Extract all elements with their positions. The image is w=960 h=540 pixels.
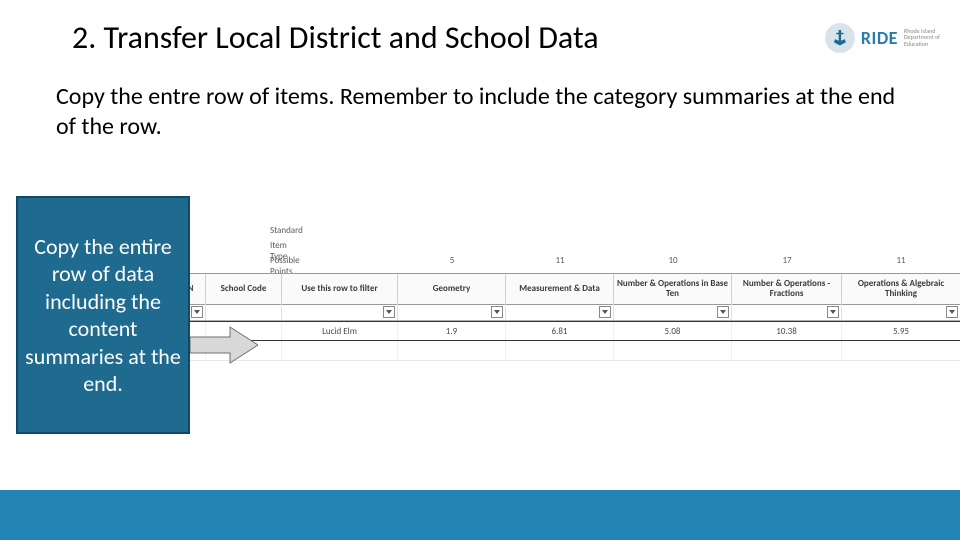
filter-cell xyxy=(398,303,506,320)
filter-cell xyxy=(614,303,732,320)
anchor-icon xyxy=(834,30,846,46)
header-filter: Use this row to filter xyxy=(282,274,398,304)
header-base-ten: Number & Operations in Base Ten xyxy=(614,274,732,304)
filter-cell xyxy=(842,303,960,320)
ride-logo: RIDE Rhode Island Department of Educatio… xyxy=(825,23,940,53)
filter-cell xyxy=(506,303,614,320)
header-school-code: School Code xyxy=(206,274,282,304)
cell xyxy=(398,341,506,360)
spreadsheet-screenshot: Standard Item Type Possible Points 5 11 … xyxy=(176,225,960,375)
cell xyxy=(614,341,732,360)
dropdown-icon[interactable] xyxy=(191,306,203,318)
page-title: 2. Transfer Local District and School Da… xyxy=(72,18,599,57)
meta-label-standard: Standard xyxy=(176,225,304,240)
callout-arrow-icon xyxy=(190,325,258,365)
cell-value: 5.95 xyxy=(842,322,960,340)
header-measurement: Measurement & Data xyxy=(506,274,614,304)
cell-value: 5.08 xyxy=(614,322,732,340)
dropdown-icon[interactable] xyxy=(383,306,395,318)
ride-logo-subtitle: Rhode Island Department of Education xyxy=(904,28,940,48)
dropdown-icon[interactable] xyxy=(717,306,729,318)
cell-value: 10.38 xyxy=(732,322,842,340)
slide-header: 2. Transfer Local District and School Da… xyxy=(72,18,940,57)
points-geometry: 5 xyxy=(398,255,506,270)
cell-school-name: Lucid Elm xyxy=(282,322,398,340)
meta-label-item-type: Item Type xyxy=(176,240,304,255)
filter-cell xyxy=(732,303,842,320)
points-algebraic: 11 xyxy=(842,255,960,270)
points-measurement: 11 xyxy=(506,255,614,270)
dropdown-icon[interactable] xyxy=(946,306,958,318)
column-headers: N School Code Use this row to filter Geo… xyxy=(176,273,960,305)
instructions-text: Copy the entre row of items. Remember to… xyxy=(56,82,900,142)
points-base-ten: 10 xyxy=(614,255,732,270)
cell xyxy=(506,341,614,360)
points-row: 5 11 10 17 11 xyxy=(176,255,960,270)
ride-logo-text: RIDE xyxy=(861,27,898,49)
table-row xyxy=(176,341,960,361)
points-fractions: 17 xyxy=(732,255,842,270)
filter-cell xyxy=(206,303,282,320)
dropdown-icon[interactable] xyxy=(599,306,611,318)
cell xyxy=(282,341,398,360)
cell xyxy=(842,341,960,360)
ride-seal-icon xyxy=(825,23,855,53)
cell-value: 1.9 xyxy=(398,322,506,340)
footer-bar xyxy=(0,490,960,540)
table-row: Lucid Elm 1.9 6.81 5.08 10.38 5.95 xyxy=(176,321,960,341)
callout-text: Copy the entire row of data including th… xyxy=(18,225,188,406)
dropdown-icon[interactable] xyxy=(491,306,503,318)
dropdown-icon[interactable] xyxy=(827,306,839,318)
data-rows: Lucid Elm 1.9 6.81 5.08 10.38 5.95 xyxy=(176,321,960,361)
cell xyxy=(732,341,842,360)
header-algebraic: Operations & Algebraic Thinking xyxy=(842,274,960,304)
header-geometry: Geometry xyxy=(398,274,506,304)
callout-box: Copy the entire row of data including th… xyxy=(16,196,190,434)
filter-row xyxy=(176,303,960,321)
filter-cell xyxy=(282,303,398,320)
header-fractions: Number & Operations - Fractions xyxy=(732,274,842,304)
cell-value: 6.81 xyxy=(506,322,614,340)
